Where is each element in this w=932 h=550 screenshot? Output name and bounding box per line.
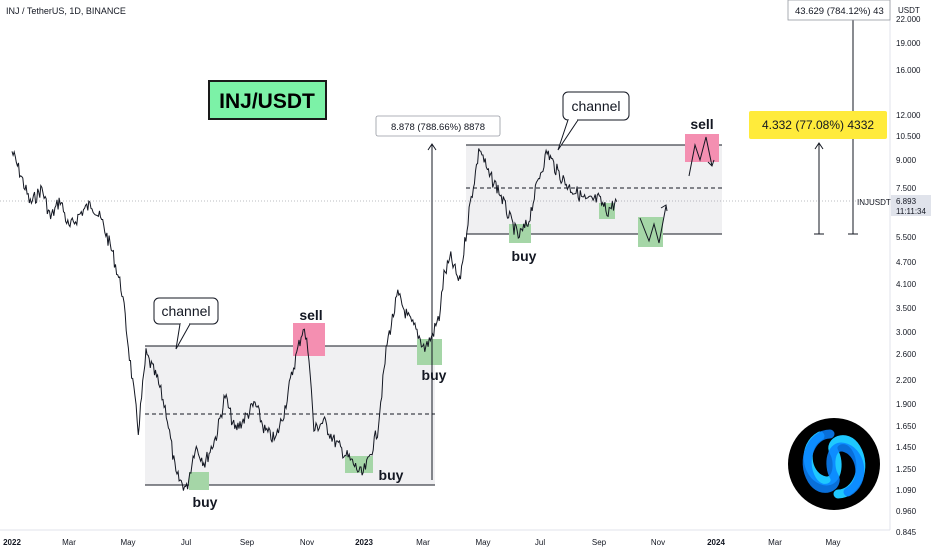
y-tick-label: 9.000	[896, 156, 917, 165]
measure-label-top-bg	[787, 0, 891, 21]
measure-arrow-large	[427, 143, 437, 151]
y-tick-label: 1.090	[896, 486, 917, 495]
channel-label-2: channel	[571, 98, 620, 114]
x-tick-label: Sep	[240, 538, 255, 547]
x-tick-label: Nov	[651, 538, 665, 547]
x-tick-label: Jul	[181, 538, 191, 547]
sell-box-1[interactable]	[293, 323, 325, 356]
channel-callout-2[interactable]: channel	[557, 91, 630, 151]
price-axis[interactable]: 22.000 19.000 16.000 12.000 10.500 9.000 7.500…	[896, 15, 921, 537]
x-tick-label: May	[825, 538, 840, 547]
x-tick-label: Mar	[416, 538, 430, 547]
sell-label-2: sell	[690, 116, 713, 132]
title-box-bg	[208, 80, 327, 120]
x-tick-label: Mar	[62, 538, 76, 547]
sell-box-2[interactable]	[685, 134, 719, 162]
projection-arrow-sell	[707, 159, 715, 167]
y-tick-label: 1.250	[896, 465, 917, 474]
y-tick-label: 4.700	[896, 258, 917, 267]
y-tick-label: 0.845	[896, 528, 917, 537]
channel-box-2[interactable]	[466, 145, 722, 234]
y-tick-label: 1.650	[896, 422, 917, 431]
buy-label-2: buy	[379, 467, 404, 483]
measure-label-top: 43.629 (784.12%) 43	[795, 6, 884, 17]
channel-box-1[interactable]	[145, 346, 435, 485]
y-tick-label: 16.000	[896, 66, 921, 75]
y-tick-label: 1.450	[896, 443, 917, 452]
x-tick-label: 2023	[355, 538, 373, 547]
y-tick-label: 10.500	[896, 132, 921, 141]
x-tick-label: May	[120, 538, 135, 547]
x-tick-label: 2024	[707, 538, 725, 547]
y-tick-label: 0.960	[896, 507, 917, 516]
x-tick-label: Nov	[300, 538, 314, 547]
buy-box-1[interactable]	[189, 472, 209, 490]
buy-label-4: buy	[512, 248, 537, 264]
channel-callout-1[interactable]: channel	[153, 297, 219, 350]
title-box-text: INJ/USDT	[219, 90, 315, 113]
price-tag-symbol: INJUSDT	[857, 198, 891, 207]
price-tag-bg	[891, 195, 931, 216]
injective-logo	[788, 418, 880, 510]
y-tick-label: 12.000	[896, 111, 921, 120]
projection-arrow-buy	[660, 204, 668, 212]
currency-label: USDT	[898, 6, 920, 15]
y-tick-label: 5.500	[896, 233, 917, 242]
y-tick-label: 2.200	[896, 376, 917, 385]
y-tick-label: 1.900	[896, 400, 917, 409]
measure-arrow-small	[814, 142, 824, 150]
x-tick-label: May	[475, 538, 490, 547]
x-tick-label: Mar	[768, 538, 782, 547]
sell-label-1: sell	[299, 307, 322, 323]
measure-label-large: 8.878 (788.66%) 8878	[391, 122, 485, 133]
measure-label-small-bg	[749, 111, 887, 139]
measure-label-small: 4.332 (77.08%) 4332	[762, 118, 874, 132]
y-tick-label: 4.100	[896, 280, 917, 289]
price-tag-countdown: 11:11:34	[896, 207, 927, 216]
y-tick-label: 3.000	[896, 328, 917, 337]
y-tick-label: 3.500	[896, 304, 917, 313]
y-tick-label: 22.000	[896, 15, 921, 24]
buy-label-1: buy	[193, 494, 218, 510]
channel-label-1: channel	[161, 303, 210, 319]
buy-box-5[interactable]	[599, 203, 615, 219]
projection-path-sell[interactable]	[688, 136, 713, 177]
y-tick-label: 19.000	[896, 39, 921, 48]
x-tick-label: Sep	[592, 538, 607, 547]
price-line[interactable]	[11, 148, 618, 491]
measure-label-large-bg	[375, 115, 501, 137]
projection-path-buy[interactable]	[639, 205, 667, 244]
y-tick-label: 2.600	[896, 350, 917, 359]
price-tag-price: 6.893	[896, 197, 917, 206]
x-tick-label: Jul	[535, 538, 545, 547]
buy-label-3: buy	[422, 367, 447, 383]
x-tick-label: 2022	[3, 538, 21, 547]
symbol-title: INJ / TetherUS, 1D, BINANCE	[6, 6, 126, 16]
time-axis[interactable]: 2022 Mar May Jul Sep Nov 2023 Mar May Jul Sep Nov 20…	[3, 538, 840, 547]
y-tick-label: 7.500	[896, 184, 917, 193]
